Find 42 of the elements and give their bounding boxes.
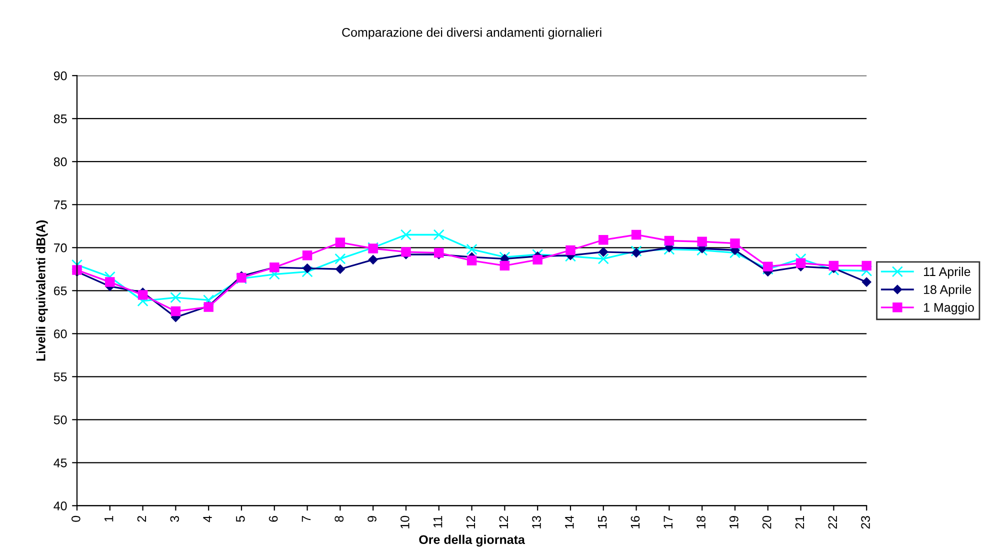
x-tick-label: 17	[664, 516, 672, 528]
x-tick-label: 16	[630, 516, 640, 528]
y-tick-label: 75	[54, 200, 67, 210]
x-tick-label: 15	[598, 516, 607, 528]
y-tick-label: 60	[54, 329, 67, 338]
x-tick-label: 9	[368, 516, 376, 522]
x-tick-label: 1	[104, 516, 114, 522]
y-tick-label: 80	[54, 157, 67, 166]
x-tick-label: 13	[532, 516, 541, 528]
x-tick-label: 10	[400, 516, 410, 528]
y-tick-label: 90	[54, 71, 67, 80]
x-tick-label: 8	[334, 516, 344, 522]
y-tick-label: 70	[54, 243, 67, 252]
y-tick-label: 40	[54, 501, 67, 510]
y-tick-label: 85	[54, 114, 67, 124]
x-tick-label: 18	[696, 516, 706, 528]
x-tick-label: 6	[268, 516, 278, 522]
x-tick-label: 7	[302, 516, 311, 522]
x-tick-label: 2	[137, 516, 146, 522]
y-tick-label: 65	[54, 286, 67, 296]
x-tick-label: 0	[71, 516, 80, 522]
x-tick-label: 21	[795, 516, 804, 529]
x-tick-label: 20	[762, 516, 772, 529]
x-tick-label: 4	[203, 516, 212, 522]
legend-label: 11 Aprile	[924, 266, 970, 279]
y-tick-label: 50	[54, 415, 67, 424]
x-tick-label: 23	[861, 516, 870, 529]
x-tick-label: 12	[499, 516, 508, 528]
x-tick-label: 14	[565, 516, 574, 528]
chart-title: Comparazione dei diversi andamenti giornalieri	[342, 28, 602, 40]
x-tick-label: 19	[729, 516, 738, 528]
x-tick-label: 3	[170, 516, 180, 522]
x-tick-label: 12	[466, 516, 476, 528]
x-axis-title: Ore della giornata	[419, 534, 526, 547]
x-tick-label: 11	[434, 516, 442, 528]
y-tick-label: 45	[54, 458, 67, 468]
y-tick-label: 55	[54, 372, 67, 382]
x-tick-label: 5	[236, 516, 245, 522]
legend-label: 1 Maggio	[924, 302, 974, 314]
y-axis-title: Livelli equivalenti dB(A)	[36, 220, 48, 361]
legend-label: 18 Aprile	[924, 284, 972, 296]
x-tick-label: 22	[828, 516, 837, 529]
